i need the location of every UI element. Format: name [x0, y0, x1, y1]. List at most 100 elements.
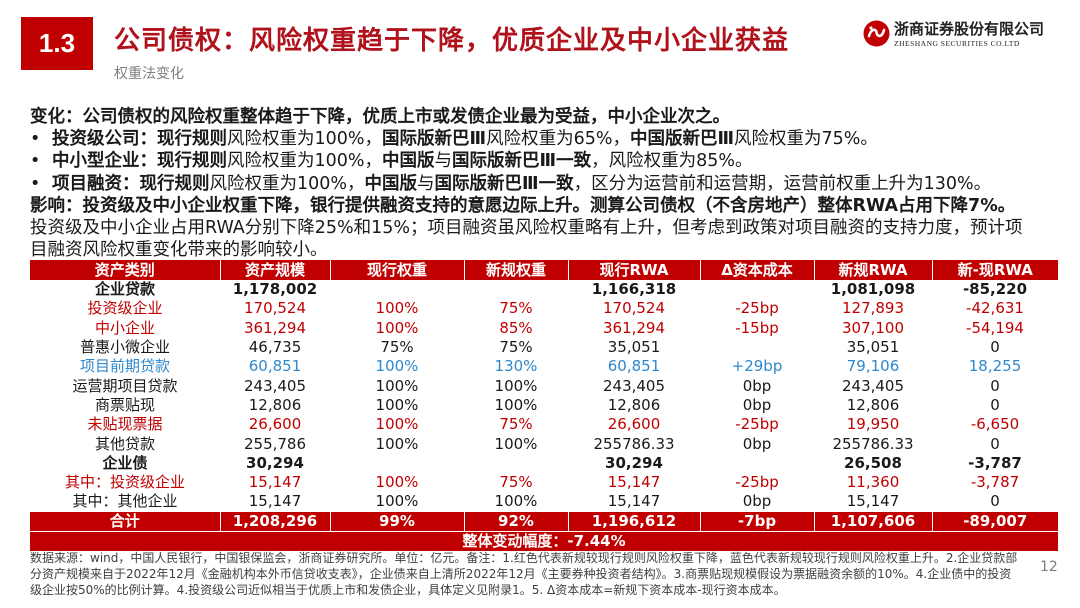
asset-size-cell: 255,786 — [243, 434, 307, 453]
new-weight-cell: 75% — [499, 299, 533, 318]
table-row: 商票贴现 12,806 100% 100% 12,806 0bp 12,806 … — [30, 396, 1058, 415]
capital-cost-change-cell — [700, 280, 814, 299]
new-rwa-cell: 26,508 — [844, 453, 902, 472]
column-header: 新-现RWA — [931, 260, 1058, 280]
new-weight-cell: 92% — [463, 511, 568, 532]
new-weight-cell: 100% — [494, 434, 538, 453]
footnote-line: 分资产规模来自于2022年12月《金融机构本外币信贷收支表》，企业债来自上清所2… — [30, 567, 1012, 581]
current-rwa-cell: 15,147 — [607, 492, 661, 511]
new-rwa-cell: 255786.33 — [832, 434, 914, 453]
asset-size-cell: 15,147 — [248, 492, 302, 511]
new-rwa-cell: 79,106 — [846, 357, 900, 376]
asset-size-cell: 30,294 — [246, 453, 304, 472]
column-header: Δ资本成本 — [699, 260, 814, 280]
new-rwa-cell: 127,893 — [841, 299, 905, 318]
body-text: 变化：公司债权的风险权重整体趋于下降，优质上市或发债企业最为受益，中小企业次之。… — [30, 106, 1070, 261]
category-cell: 其中：其他企业 — [72, 492, 178, 511]
current-rwa-cell: 1,196,612 — [567, 511, 700, 532]
rwa-difference-cell: -42,631 — [966, 299, 1024, 318]
category-cell: 其中：投资级企业 — [64, 473, 185, 492]
point-segment: ，区分为运营前和运营期，运营前权重上升为130%。 — [573, 173, 992, 194]
category-cell: 商票贴现 — [94, 395, 155, 414]
table-row: 其他贷款 255,786 100% 100% 255786.33 0bp 255… — [30, 434, 1058, 453]
capital-cost-change-cell: -25bp — [735, 299, 779, 318]
new-weight-cell — [464, 454, 568, 473]
asset-size-cell: 1,208,296 — [219, 511, 330, 532]
new-rwa-cell: 12,806 — [846, 395, 900, 414]
point-segment: 风险权重为75%。 — [734, 129, 878, 150]
category-cell: 中小企业 — [94, 318, 155, 337]
page-subtitle: 权重法变化 — [114, 66, 184, 82]
current-weight-cell — [330, 280, 464, 299]
table-row: 其中：其他企业 15,147 100% 100% 15,147 0bp 15,1… — [30, 492, 1058, 511]
point-segment: 投资级公司：现行规则 — [52, 129, 227, 150]
point-segment: 与 — [434, 151, 453, 172]
rwa-difference-cell: 18,255 — [968, 357, 1022, 376]
table-header-row: 资产类别 资产规模 现行权重 新规权重 现行RWA Δ资本成本 新规RWA 新-… — [30, 260, 1058, 280]
asset-size-cell: 60,851 — [248, 357, 302, 376]
point-segment: ，风险权重为85%。 — [591, 151, 753, 172]
table-row: 投资级企业 170,524 100% 75% 170,524 -25bp 127… — [30, 299, 1058, 318]
category-cell: 投资级企业 — [87, 299, 163, 318]
current-rwa-cell: 361,294 — [602, 318, 666, 337]
new-weight-cell: 75% — [499, 338, 533, 357]
current-weight-cell: 100% — [375, 395, 419, 414]
point-segment: 中国版 — [382, 151, 435, 172]
current-weight-cell — [330, 454, 464, 473]
current-rwa-cell: 30,294 — [605, 453, 663, 472]
new-rwa-cell: 1,107,606 — [813, 511, 932, 532]
category-cell: 运营期项目贷款 — [72, 376, 178, 395]
bullet-point: • 投资级公司：现行规则风险权重为100%，国际版新巴Ⅲ风险权重为65%，中国版新… — [30, 128, 1070, 150]
table-total-row: 合计 1,208,296 99% 92% 1,196,612 -7bp 1,10… — [30, 511, 1058, 532]
asset-size-cell: 361,294 — [243, 318, 307, 337]
rwa-difference-cell: 0 — [990, 434, 1000, 453]
rwa-difference-cell: -6,650 — [970, 415, 1020, 434]
asset-size-cell: 12,806 — [248, 395, 302, 414]
footnote-line: 级企业按50%的比例计算。4.投资级公司近似相当于优质上市和发债企业，具体定义见… — [30, 583, 786, 597]
new-weight-cell — [464, 280, 568, 299]
footnote: 数据来源：wind，中国人民银行，中国银保监会，浙商证券研究所。单位：亿元。备注… — [30, 550, 1017, 598]
new-weight-cell: 100% — [494, 492, 538, 511]
current-weight-cell: 100% — [375, 299, 419, 318]
section-number-badge: 1.3 — [21, 17, 93, 70]
overall-change-row: 整体变动幅度：-7.44% — [30, 530, 1058, 551]
new-weight-cell: 100% — [494, 395, 538, 414]
current-rwa-cell: 15,147 — [607, 473, 661, 492]
rwa-difference-cell: 0 — [990, 376, 1000, 395]
point-segment: 风险权重为100%， — [227, 129, 383, 150]
rwa-difference-cell: 0 — [990, 395, 1000, 414]
point-segment: 风险权重为100%， — [227, 151, 383, 172]
current-weight-cell: 100% — [375, 434, 419, 453]
zheshang-logo-icon — [863, 20, 890, 47]
rwa-table: 资产类别 资产规模 现行权重 新规权重 现行RWA Δ资本成本 新规RWA 新-… — [30, 260, 1058, 551]
table-row: 未贴现票据 26,600 100% 75% 26,600 -25bp 19,95… — [30, 415, 1058, 434]
rwa-difference-cell: -3,787 — [970, 473, 1020, 492]
column-header: 资产类别 — [94, 260, 155, 279]
impact-detail: 投资级及中小企业占用RWA分别下降25%和15%；项目融资虽风险权重略有上升，但… — [30, 217, 1023, 238]
capital-cost-change-cell — [700, 454, 814, 473]
section-number: 1.3 — [38, 28, 76, 58]
capital-cost-change-cell: -7bp — [699, 511, 814, 532]
current-rwa-cell: 255786.33 — [593, 434, 675, 453]
asset-size-cell: 46,735 — [248, 338, 302, 357]
table-row: 企业贷款 1,178,002 1,166,318 1,081,098 -85,2… — [30, 280, 1058, 299]
current-rwa-cell: 35,051 — [607, 338, 661, 357]
bullet-icon: • — [30, 173, 41, 194]
point-segment: 风险权重为65%， — [486, 129, 630, 150]
current-weight-cell: 100% — [375, 415, 419, 434]
table-row: 项目前期贷款 60,851 100% 130% 60,851 +29bp 79,… — [30, 357, 1058, 376]
new-weight-cell: 75% — [499, 473, 533, 492]
new-rwa-cell: 19,950 — [846, 415, 900, 434]
new-rwa-cell: 11,360 — [846, 473, 900, 492]
change-summary: 变化：公司债权的风险权重整体趋于下降，优质上市或发债企业最为受益，中小企业次之。 — [30, 107, 730, 127]
page-number: 12 — [1040, 559, 1058, 575]
company-name-en: ZHESHANG SECURITIES CO.LTD — [894, 39, 1020, 48]
category-cell: 企业债 — [102, 453, 148, 472]
category-cell: 其他贷款 — [94, 434, 155, 453]
current-rwa-cell: 12,806 — [607, 395, 661, 414]
capital-cost-change-cell: -25bp — [735, 415, 779, 434]
capital-cost-change-cell: -25bp — [735, 473, 779, 492]
rwa-difference-cell: -89,007 — [931, 511, 1058, 532]
bullet-point: • 中小型企业：现行规则风险权重为100%，中国版与国际版新巴Ⅲ一致，风险权重为8… — [30, 150, 1070, 172]
category-cell: 合计 — [109, 511, 140, 530]
